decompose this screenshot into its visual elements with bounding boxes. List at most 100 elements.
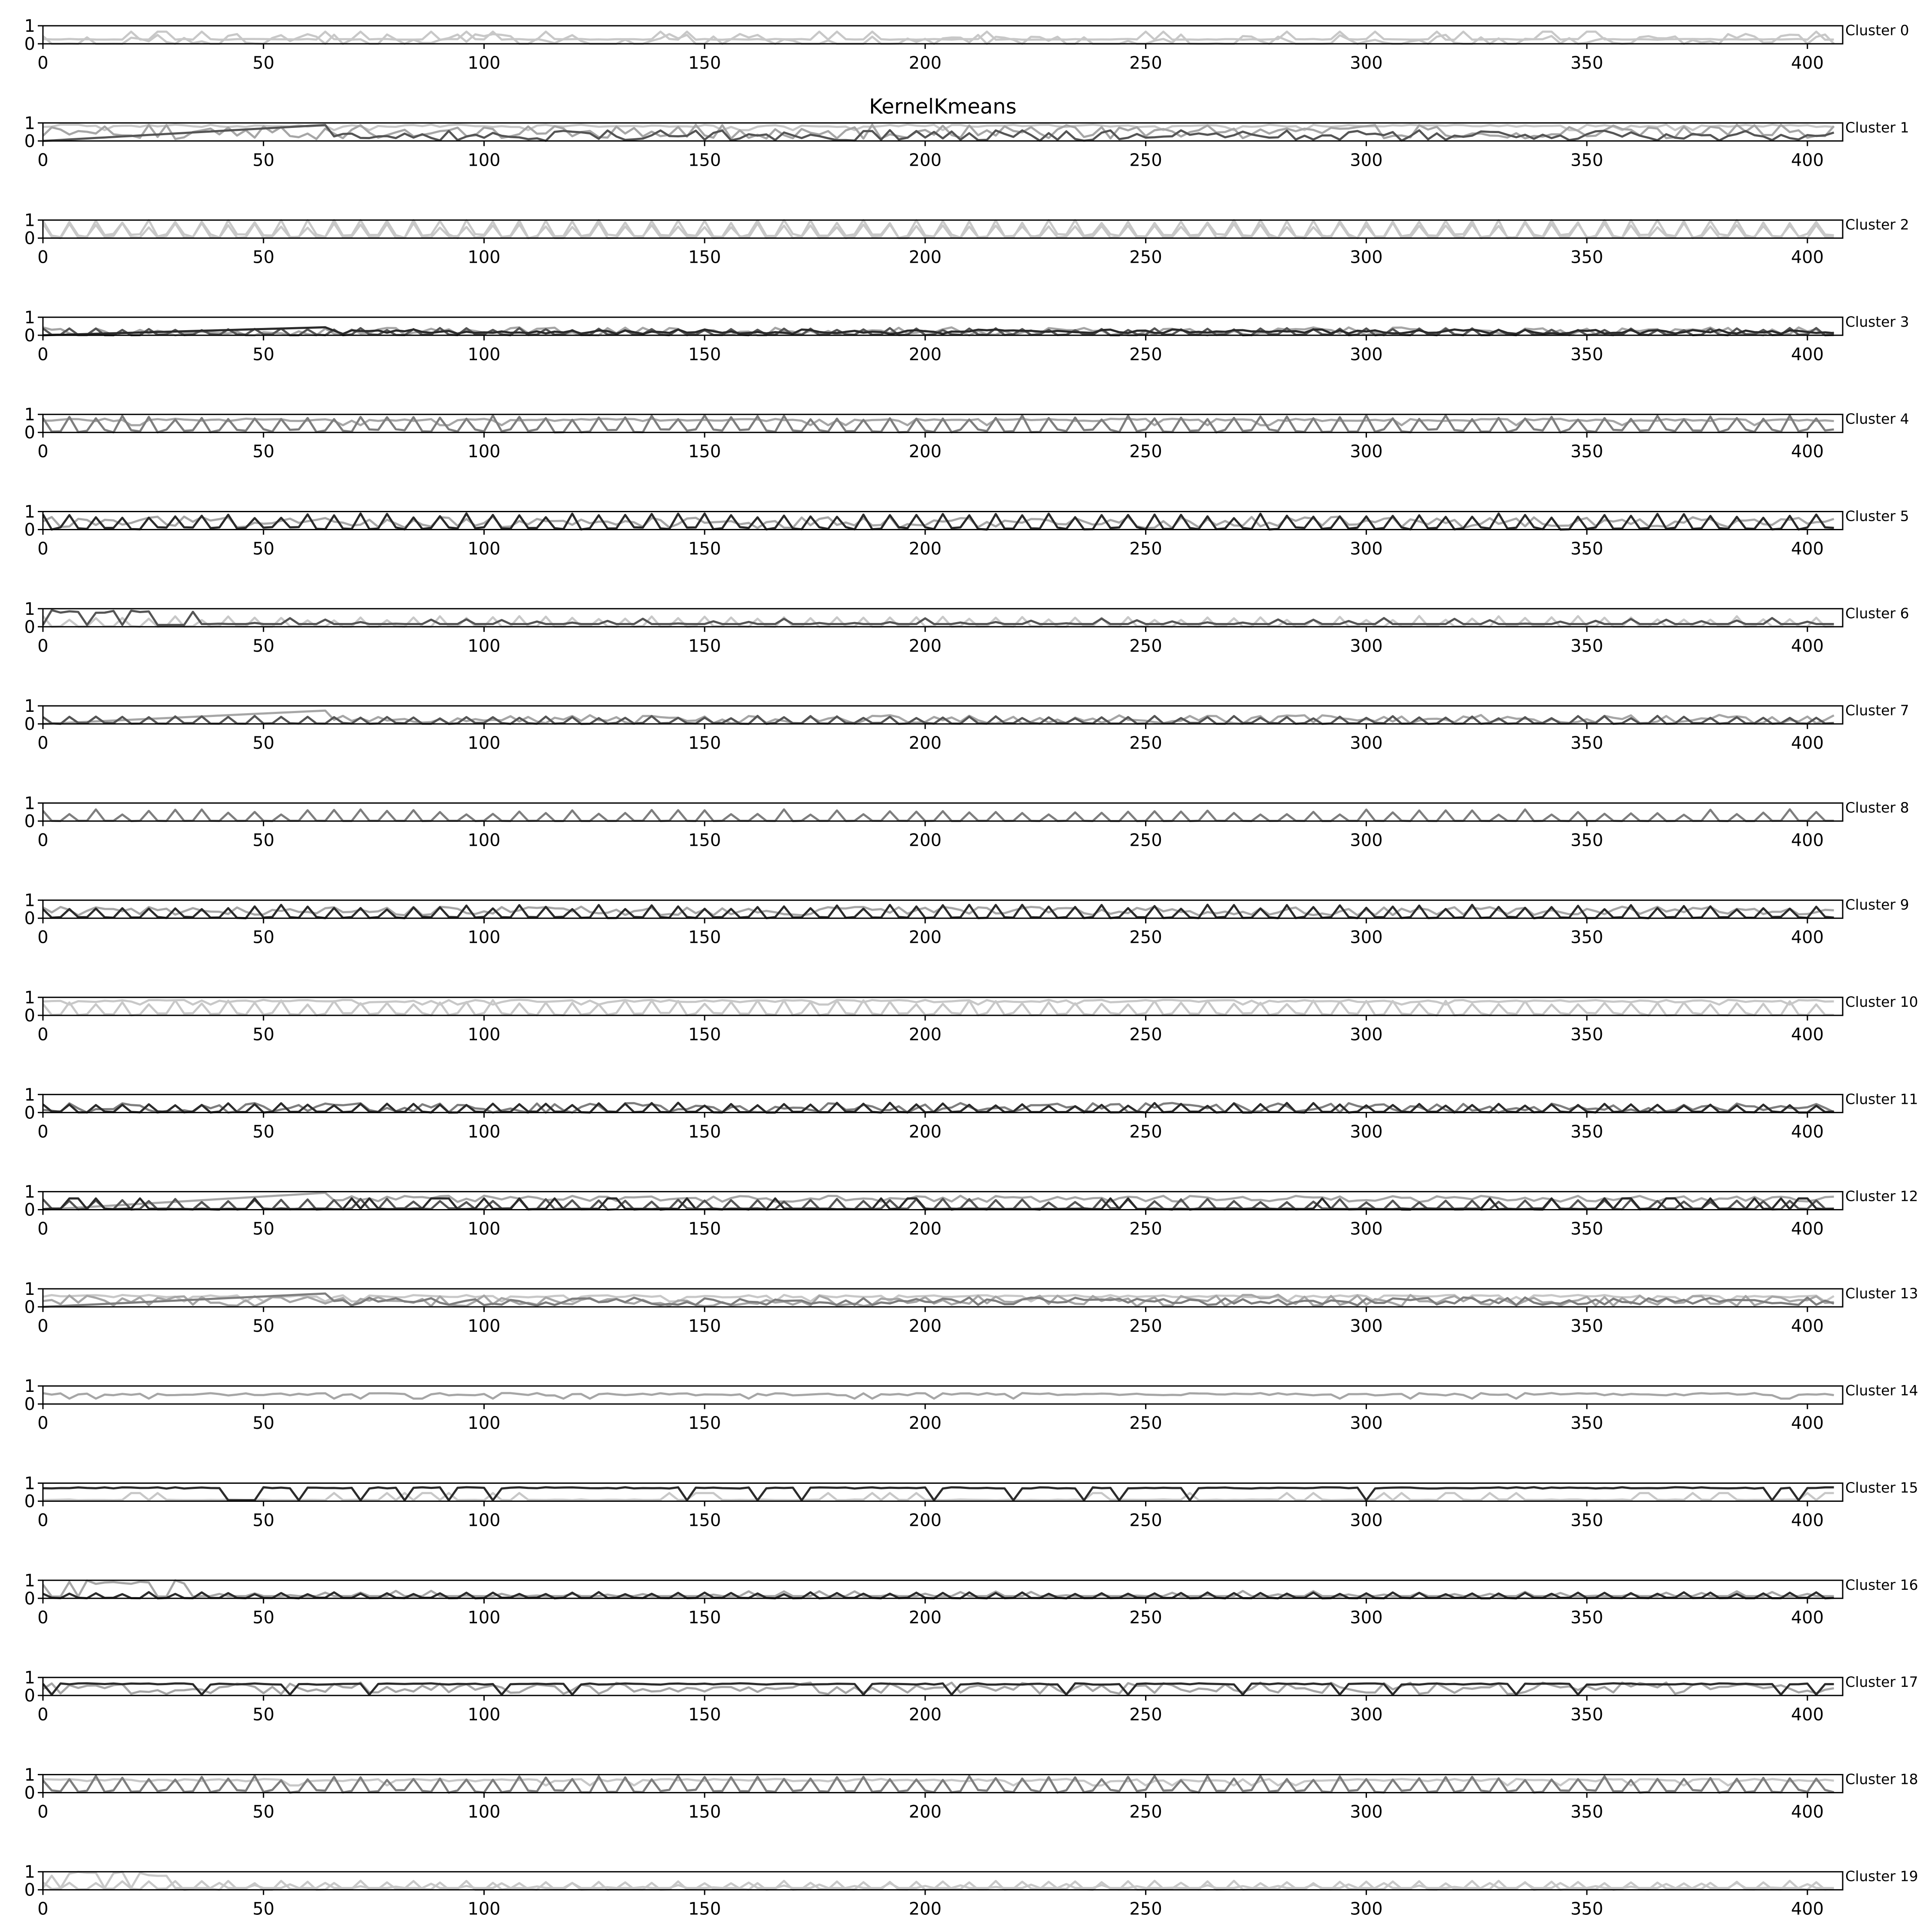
x-tick-label: 0	[37, 1899, 48, 1919]
x-tick-label: 300	[1350, 539, 1382, 559]
y-tick-label: 0	[24, 714, 35, 734]
y-tick-label: 1	[24, 16, 35, 36]
cluster-panel: 010 50 100 150 200 250 300 350 400 Cluster 18	[24, 1765, 1918, 1822]
cluster-panel: 010 50 100 150 200 250 300 350 400 Cluster 12	[24, 1182, 1918, 1239]
y-tick-label: 1	[24, 502, 35, 522]
y-tick-label: 0	[24, 1589, 35, 1609]
x-tick-label: 50	[252, 1511, 274, 1531]
x-tick-label: 250	[1129, 733, 1162, 753]
x-tick-label: 150	[688, 636, 721, 656]
series-line	[42, 715, 1834, 725]
x-tick-label: 300	[1350, 1899, 1382, 1919]
x-tick-label: 350	[1571, 248, 1603, 267]
x-tick-label: 300	[1350, 1705, 1382, 1725]
y-tick-label: 0	[24, 1880, 35, 1900]
x-tick-label: 150	[688, 1511, 721, 1531]
x-tick-label: 200	[909, 1608, 942, 1628]
series-line	[43, 326, 1834, 337]
cluster-panel: 010 50 100 150 200 250 300 350 400 Cluster 15	[24, 1474, 1918, 1531]
series-line	[42, 124, 1835, 140]
x-tick-label: 100	[468, 150, 500, 170]
x-tick-label: 300	[1350, 345, 1382, 365]
cluster-label: Cluster 10	[1845, 993, 1918, 1010]
x-tick-label: 0	[37, 442, 48, 462]
x-tick-label: 50	[252, 1705, 274, 1725]
series-line	[42, 808, 1834, 822]
x-tick-label: 400	[1791, 539, 1824, 559]
x-tick-label: 100	[468, 539, 500, 559]
x-tick-label: 250	[1129, 539, 1162, 559]
series-line	[43, 1191, 1834, 1211]
cluster-label: Cluster 5	[1845, 508, 1909, 525]
x-tick-label: 150	[688, 1219, 721, 1239]
cluster-label: Cluster 1	[1845, 119, 1909, 136]
cluster-panel: 010 50 100 150 200 250 300 350 400 Cluster 13	[24, 1279, 1918, 1336]
x-tick-label: 250	[1129, 442, 1162, 462]
series-line	[42, 609, 1834, 626]
series-line	[43, 1486, 1834, 1501]
x-tick-label: 400	[1791, 928, 1824, 948]
x-tick-label: 0	[37, 733, 48, 753]
series-line	[43, 999, 1834, 1006]
y-tick-label: 0	[24, 423, 35, 443]
series-line	[43, 1102, 1835, 1114]
x-tick-label: 50	[252, 733, 274, 753]
x-tick-label: 400	[1791, 442, 1824, 462]
x-tick-label: 50	[252, 53, 274, 73]
y-tick-label: 0	[24, 326, 35, 346]
series-line	[42, 222, 1834, 240]
y-tick-label: 0	[24, 1006, 35, 1026]
x-tick-label: 350	[1571, 1122, 1603, 1142]
x-tick-label: 200	[909, 830, 942, 850]
y-tick-label: 1	[24, 1279, 35, 1299]
x-tick-label: 350	[1571, 1899, 1603, 1919]
x-tick-label: 150	[688, 150, 721, 170]
y-tick-label: 0	[24, 1394, 35, 1414]
x-tick-label: 0	[37, 53, 48, 73]
x-tick-label: 200	[909, 1316, 942, 1336]
cluster-label: Cluster 2	[1845, 216, 1909, 233]
x-tick-label: 200	[909, 539, 942, 559]
x-tick-label: 250	[1129, 1219, 1162, 1239]
x-tick-label: 150	[688, 928, 721, 948]
x-tick-label: 300	[1350, 248, 1382, 267]
axes-frame	[42, 1871, 1844, 1891]
axes-frame	[42, 1288, 1844, 1308]
series-line	[43, 123, 1834, 131]
axes-frame	[42, 705, 1844, 725]
y-tick-label: 0	[24, 1200, 35, 1220]
x-tick-label: 350	[1571, 1705, 1603, 1725]
x-tick-label: 200	[909, 1413, 942, 1433]
x-tick-label: 250	[1129, 1025, 1162, 1045]
cluster-label: Cluster 3	[1845, 313, 1909, 330]
x-tick-label: 250	[1129, 1705, 1162, 1725]
series-line	[42, 219, 1834, 239]
x-tick-label: 50	[252, 928, 274, 948]
x-tick-label: 100	[468, 1219, 500, 1239]
y-tick-label: 0	[24, 909, 35, 929]
y-tick-label: 1	[24, 1862, 35, 1882]
x-tick-label: 50	[252, 1025, 274, 1045]
x-tick-label: 250	[1129, 830, 1162, 850]
x-tick-label: 350	[1571, 150, 1603, 170]
cluster-panel: 010 50 100 150 200 250 300 350 400 Cluster 10	[24, 988, 1918, 1045]
axes-frame	[42, 511, 1844, 530]
x-tick-label: 150	[688, 1608, 721, 1628]
cluster-label: Cluster 4	[1845, 410, 1909, 427]
x-tick-label: 100	[468, 345, 500, 365]
series-line	[43, 1778, 1834, 1787]
x-tick-label: 50	[252, 1899, 274, 1919]
cluster-label: Cluster 18	[1845, 1771, 1918, 1787]
cluster-panel: 010 50 100 150 200 250 300 350 400 Cluster 2	[24, 211, 1909, 267]
x-tick-label: 400	[1791, 1899, 1824, 1919]
x-tick-label: 100	[468, 636, 500, 656]
y-tick-label: 1	[24, 891, 35, 911]
series-line	[43, 124, 1835, 142]
x-tick-label: 200	[909, 1899, 942, 1919]
x-tick-label: 0	[37, 830, 48, 850]
cluster-panel: 010 50 100 150 200 250 300 350 400 Cluster 19	[24, 1862, 1918, 1919]
x-tick-label: 300	[1350, 1511, 1382, 1531]
x-tick-label: 400	[1791, 1802, 1824, 1822]
cluster-panel: 010 50 100 150 200 250 300 350 400 Cluster 5	[24, 502, 1909, 559]
